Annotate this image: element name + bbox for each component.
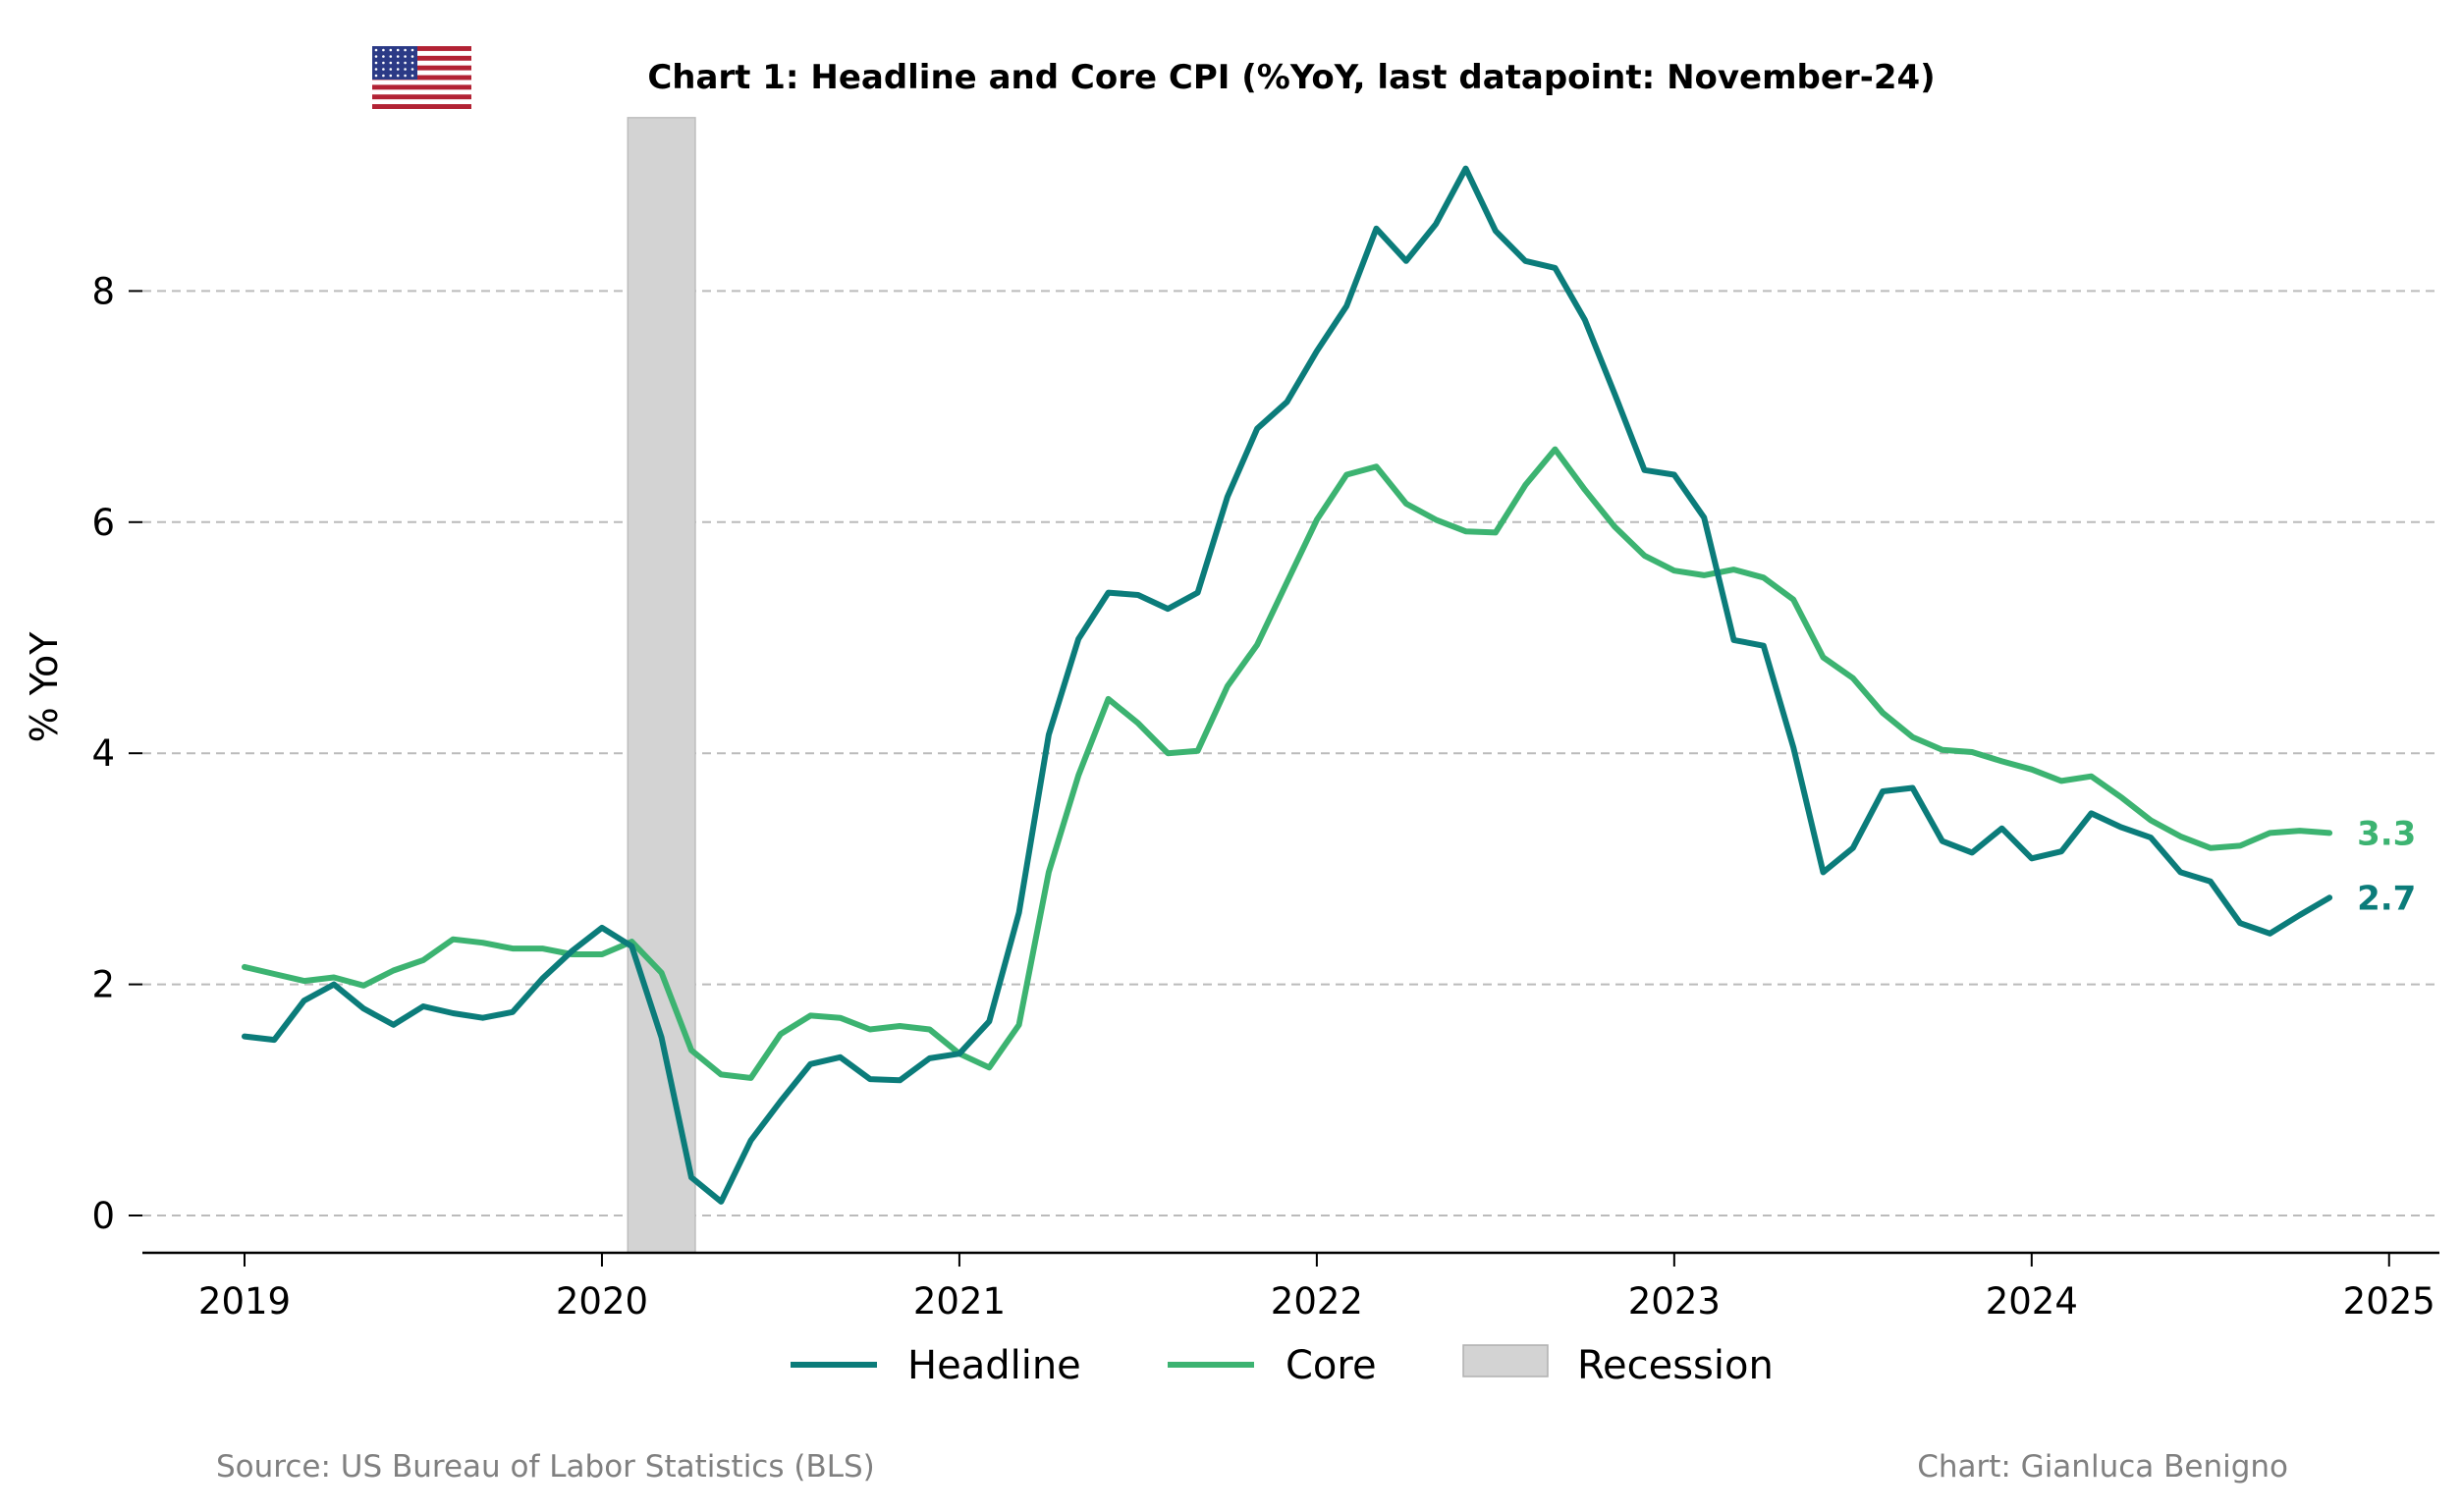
recession-band: [627, 117, 696, 1254]
gridlines: [142, 290, 2439, 1216]
x-tick-label-2023: 2023: [1628, 1280, 1721, 1323]
x-tick-label-2024: 2024: [1986, 1280, 2078, 1323]
series-line-core: [242, 446, 2333, 1081]
legend-label-core: Core: [1286, 1343, 1377, 1388]
x-tick-label-2020: 2020: [556, 1280, 648, 1323]
x-tick-label-2021: 2021: [913, 1280, 1006, 1323]
legend: Headline Core Recession: [791, 1343, 1774, 1388]
source-note: Source: US Bureau of Labor Statistics (B…: [216, 1449, 875, 1485]
legend-swatch-recession: [1462, 1344, 1549, 1377]
chart-credit: Chart: Gianluca Benigno: [1917, 1449, 2288, 1485]
legend-label-recession: Recession: [1577, 1343, 1774, 1388]
end-labels: 3.3 2.7: [2357, 814, 2416, 918]
y-tick-label-6: 6: [91, 502, 115, 544]
x-tick-label-2022: 2022: [1271, 1280, 1363, 1323]
legend-label-headline: Headline: [907, 1343, 1081, 1388]
end-label-core: 3.3: [2357, 814, 2416, 853]
y-axis-label: % YoY: [23, 631, 66, 743]
axes: 0 2 4 6 8 2019 2020 2021 2022 2023 2024 2025: [91, 270, 2439, 1323]
y-tick-label-0: 0: [91, 1195, 115, 1237]
end-label-headline: 2.7: [2357, 879, 2416, 918]
y-tick-label-2: 2: [91, 964, 115, 1006]
us-flag-icon: [372, 46, 471, 109]
x-tick-label-2025: 2025: [2343, 1280, 2435, 1323]
x-tick-label-2019: 2019: [198, 1280, 291, 1323]
series-line-headline: [242, 165, 2333, 1205]
y-tick-label-8: 8: [91, 270, 115, 312]
recession-band-group: [627, 117, 696, 1254]
series-group: [242, 165, 2333, 1205]
chart-title: Chart 1: Headline and Core CPI (%YoY, la…: [647, 58, 1935, 97]
y-tick-label-4: 4: [91, 732, 115, 775]
